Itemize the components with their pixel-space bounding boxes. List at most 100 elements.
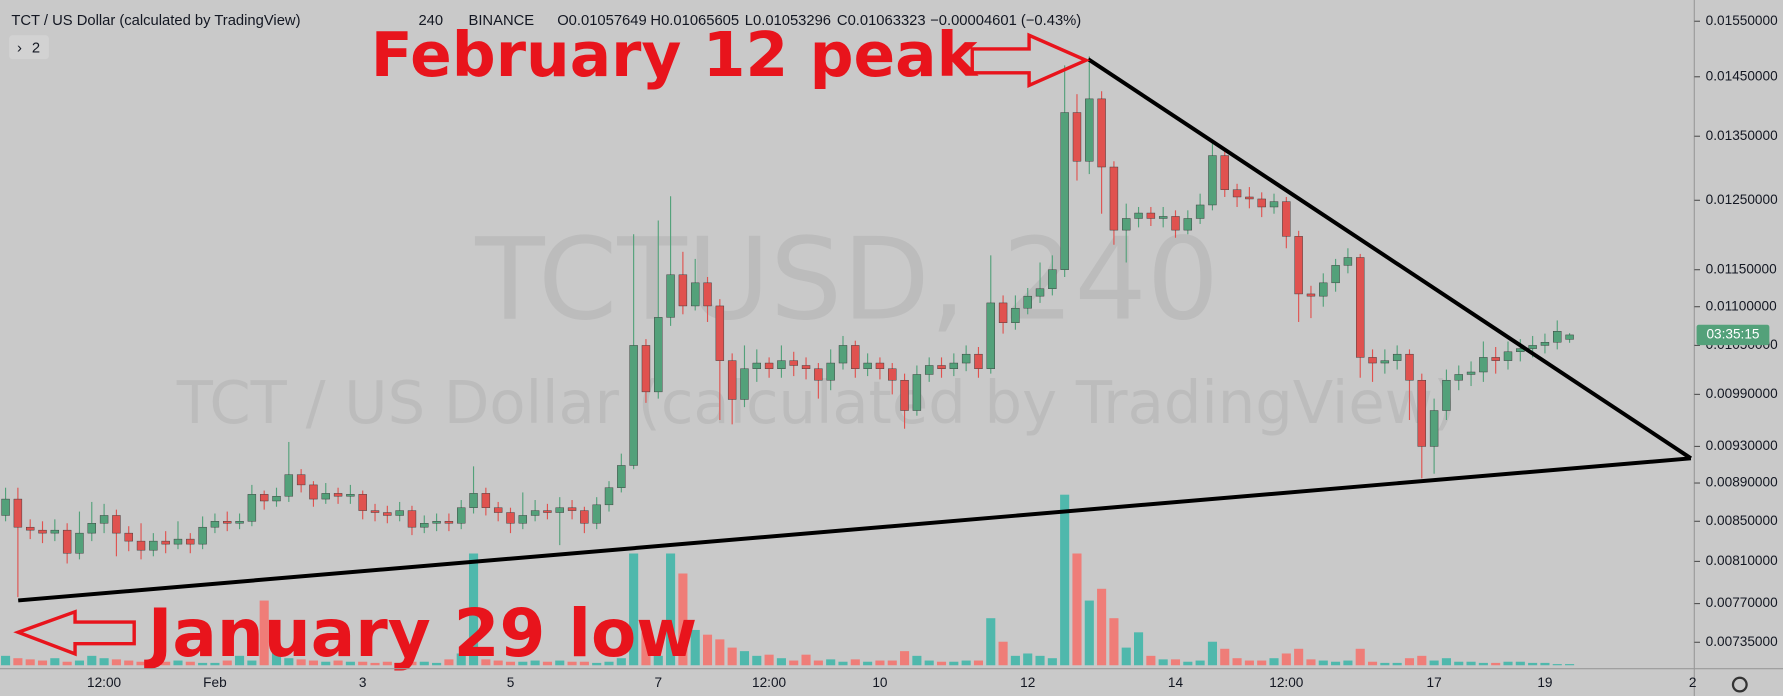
volume-bar [949, 661, 959, 666]
volume-bar [1207, 641, 1217, 666]
volume-bar [284, 658, 294, 666]
candle-body [1257, 198, 1266, 208]
volume-bar [271, 646, 282, 666]
candle-body [715, 305, 725, 361]
volume-bar [555, 660, 565, 666]
volume-bar [1404, 658, 1415, 666]
volume-bar [1552, 664, 1562, 666]
candle-body [937, 365, 946, 369]
candle-body [1417, 379, 1427, 447]
candle-body [986, 302, 995, 369]
candle-body [481, 493, 491, 508]
candle-body [38, 529, 47, 534]
candle-body [1011, 307, 1020, 323]
volume-bar [185, 661, 195, 666]
candle-body [358, 494, 367, 511]
candle-body [998, 302, 1008, 323]
volume-bar [1170, 659, 1181, 666]
volume-bar [616, 658, 626, 666]
volume-bar [370, 662, 380, 666]
volume-bar [690, 629, 700, 666]
candle-body [1343, 257, 1353, 266]
y-tick-label: 0.00930000 [1706, 438, 1778, 453]
volume-bar [715, 639, 725, 666]
candle-body [1195, 204, 1205, 219]
candle-body [25, 526, 35, 531]
candle-body [149, 540, 158, 551]
volume-bar [1281, 653, 1291, 666]
candle-body [309, 484, 318, 500]
volume-bar [1121, 647, 1131, 666]
y-tick-label: 0.01150000 [1706, 261, 1777, 276]
candle-body [1208, 155, 1217, 206]
volume-bar [161, 661, 171, 666]
candle-body [801, 365, 811, 369]
volume-bar [1367, 661, 1378, 666]
volume-bar [1466, 661, 1476, 666]
volume-bar [432, 662, 442, 666]
volume-bar [518, 661, 528, 666]
volume-bar [1047, 658, 1057, 666]
volume-bar [505, 661, 516, 666]
volume-bar [136, 661, 146, 666]
volume-bar [1158, 659, 1168, 666]
volume-bar [542, 661, 552, 666]
candle-body [961, 353, 971, 364]
volume-bar [900, 651, 910, 666]
candle-body [99, 515, 109, 524]
volume-bar [1540, 662, 1550, 666]
candle-body [1392, 353, 1402, 361]
candle-body [1565, 334, 1574, 340]
low-value: L0.01053296 [745, 13, 831, 29]
volume-bar [1257, 660, 1267, 666]
volume-bar [468, 553, 479, 666]
y-tick-label: 0.01450000 [1706, 68, 1778, 83]
volume-bar [1035, 655, 1045, 666]
volume-bar [752, 655, 762, 666]
candle-body [924, 365, 934, 375]
volume-bar [1084, 600, 1094, 666]
candle-body [444, 521, 454, 524]
candle-body [912, 374, 922, 411]
volume-bar [604, 661, 614, 666]
volume-bar [1010, 655, 1020, 666]
settings-icon[interactable] [1731, 676, 1748, 693]
x-tick-label: 12:00 [1269, 675, 1304, 690]
candle-body [1491, 357, 1500, 361]
volume-bar [62, 661, 72, 666]
volume-bar [1429, 660, 1439, 666]
candle-body [469, 493, 478, 508]
candle-body [1035, 288, 1045, 297]
candle-body [567, 507, 577, 511]
countdown-label: 03:35:15 [1706, 327, 1759, 342]
candle-body [1109, 166, 1119, 231]
volume-bar [998, 641, 1008, 666]
x-tick-label: Feb [203, 675, 226, 690]
volume-bar [789, 660, 799, 666]
volume-bar [1417, 655, 1427, 666]
candle-body [1380, 360, 1390, 364]
peak-arrow [970, 32, 1091, 88]
volume-bar [87, 655, 97, 666]
x-tick-label: 12 [1020, 675, 1035, 690]
volume-pane [1, 494, 1575, 666]
volume-bar [173, 660, 183, 666]
volume-bar [579, 661, 589, 666]
volume-bar [247, 660, 257, 666]
x-tick-label: 2 [1689, 675, 1697, 690]
candle-body [949, 362, 959, 369]
candle-body [900, 379, 909, 411]
y-tick-label: 0.00850000 [1706, 513, 1778, 528]
indicator-toggle[interactable] [9, 35, 49, 60]
volume-bar [1441, 658, 1451, 666]
volume-bar [1503, 661, 1513, 666]
volume-bar [493, 660, 503, 666]
volume-bar [1232, 658, 1242, 666]
candle-body [703, 282, 712, 307]
volume-bar [924, 660, 934, 666]
candle-body [1183, 218, 1193, 231]
volume-bar [826, 659, 836, 666]
candle-body [333, 493, 343, 497]
candle-body [1540, 342, 1550, 346]
